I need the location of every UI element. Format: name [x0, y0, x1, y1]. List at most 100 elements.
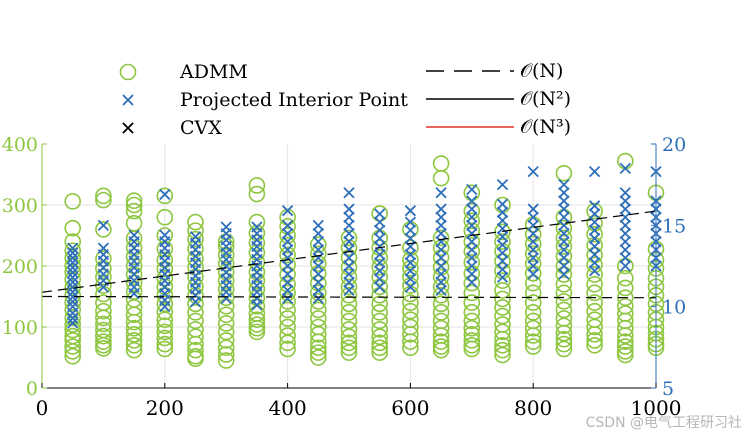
- pip-point: [281, 244, 294, 256]
- pip-point: [435, 219, 447, 231]
- pip-point: [527, 268, 539, 280]
- admm-point: [586, 266, 603, 283]
- pip-point: [527, 227, 539, 240]
- pip-point: [281, 292, 294, 305]
- pip-point: [343, 252, 355, 264]
- admm-point: [432, 341, 450, 359]
- x-tick-label: 800: [514, 396, 552, 420]
- pip-point: [343, 235, 355, 248]
- admm-point: [494, 272, 511, 289]
- admm-point: [248, 234, 266, 252]
- admm-point: [616, 343, 634, 360]
- pip-point: [619, 260, 631, 272]
- admm-point: [524, 255, 542, 272]
- admm-point: [494, 346, 511, 364]
- admm-point: [402, 294, 419, 311]
- pip-point: [619, 244, 631, 256]
- y-left-tick-label: 0: [26, 378, 38, 400]
- pip-point: [404, 257, 417, 269]
- pip-point: [496, 263, 509, 275]
- admm-point: [340, 278, 358, 296]
- admm-point: [494, 282, 511, 299]
- admm-point: [463, 274, 481, 292]
- pip-point: [466, 244, 478, 256]
- pip-point: [374, 240, 386, 253]
- admm-point: [371, 268, 389, 286]
- pip-point: [281, 227, 294, 240]
- pip-point: [588, 224, 601, 236]
- pip-point: [496, 231, 509, 243]
- admm-point: [156, 323, 174, 341]
- admm-point: [309, 301, 327, 319]
- admm-point: [217, 297, 235, 315]
- admm-point: [586, 302, 603, 320]
- pip-point: [466, 203, 478, 215]
- pip-point: [159, 188, 171, 201]
- admm-point: [586, 332, 603, 349]
- admm-point: [432, 286, 450, 304]
- pip-point: [343, 260, 355, 272]
- pip-point: [619, 162, 631, 175]
- x-tick-label: 600: [391, 396, 429, 420]
- pip-point: [312, 219, 324, 231]
- admm-point: [616, 269, 634, 287]
- admm-point: [494, 336, 511, 354]
- admm-point: [371, 328, 389, 346]
- legend-marker-admm: [119, 63, 137, 81]
- pip-point: [374, 257, 386, 269]
- legend-marker-cvx: [122, 122, 134, 134]
- admm-point: [279, 310, 296, 327]
- legend-label: ADMM: [179, 61, 248, 83]
- pip-point: [558, 244, 570, 256]
- x-tick-label: 1000: [631, 396, 682, 420]
- admm-point: [217, 315, 235, 332]
- admm-point: [524, 338, 542, 355]
- admm-point: [95, 285, 112, 303]
- admm-point: [463, 184, 481, 202]
- pip-point: [558, 187, 570, 199]
- pip-point: [404, 216, 417, 228]
- pip-point: [588, 232, 601, 244]
- pip-point: [466, 260, 478, 272]
- admm-point: [340, 344, 358, 361]
- pip-point: [558, 268, 570, 280]
- admm-point: [432, 169, 450, 187]
- pip-point: [281, 205, 294, 217]
- admm-point: [524, 333, 542, 350]
- admm-point: [187, 222, 204, 239]
- admm-point: [279, 284, 296, 302]
- admm-point: [309, 293, 327, 310]
- admm-point: [463, 332, 481, 349]
- admm-point: [463, 312, 481, 330]
- pip-point: [67, 261, 79, 274]
- admm-point: [95, 333, 112, 350]
- admm-point: [586, 318, 603, 336]
- pip-point: [619, 203, 631, 215]
- pip-point: [619, 187, 631, 199]
- admm-point: [555, 275, 573, 293]
- admm-point: [555, 310, 573, 327]
- pip-point: [312, 260, 324, 272]
- pip-point: [374, 248, 386, 261]
- admm-point: [309, 339, 327, 357]
- admm-point: [95, 294, 112, 311]
- admm-point: [156, 317, 174, 335]
- admm-point: [463, 294, 481, 311]
- admm-point: [340, 229, 358, 247]
- admm-point: [279, 334, 296, 352]
- pip-point: [404, 273, 417, 285]
- pip-point: [67, 286, 79, 298]
- admm-point: [156, 340, 174, 358]
- pip-point: [435, 187, 447, 199]
- pip-point: [67, 317, 79, 329]
- admm-point: [187, 250, 204, 267]
- admm-point: [156, 303, 174, 321]
- pip-point: [67, 296, 79, 308]
- admm-point: [125, 341, 143, 359]
- pip-point: [404, 281, 417, 293]
- pip-point: [527, 252, 539, 264]
- admm-point: [95, 187, 112, 205]
- admm-point: [402, 339, 419, 357]
- admm-point: [371, 339, 389, 357]
- pip-point: [312, 284, 324, 297]
